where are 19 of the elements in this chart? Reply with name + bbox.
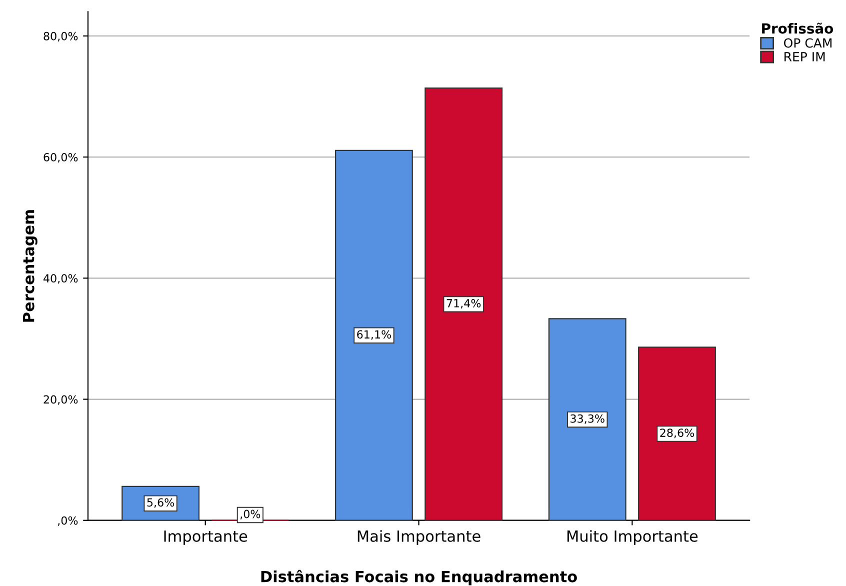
y-tick-label: 40,0% xyxy=(44,274,78,284)
data-label: 28,6% xyxy=(660,428,694,438)
x-tick-label: Importante xyxy=(164,530,248,545)
legend-label: REP IM xyxy=(784,52,825,62)
y-tick-label: ,0% xyxy=(58,516,78,526)
data-label: 71,4% xyxy=(446,299,481,309)
x-tick-label: Muito Importante xyxy=(567,530,698,545)
y-tick-label: 20,0% xyxy=(44,395,78,405)
x-tick-label: Mais Importante xyxy=(358,530,480,545)
data-label: ,0% xyxy=(240,510,260,520)
y-axis-title: Percentagem xyxy=(22,210,38,322)
data-label: 33,3% xyxy=(570,414,604,424)
x-axis-title: Distâncias Focais no Enquadramento xyxy=(261,570,577,586)
y-tick-label: 80,0% xyxy=(44,32,78,42)
data-label: 61,1% xyxy=(357,330,391,340)
legend-label: OP CAM xyxy=(784,38,832,48)
legend-title: Profissão xyxy=(762,22,834,34)
y-tick-label: 60,0% xyxy=(44,153,78,163)
data-label: 5,6% xyxy=(147,498,174,508)
